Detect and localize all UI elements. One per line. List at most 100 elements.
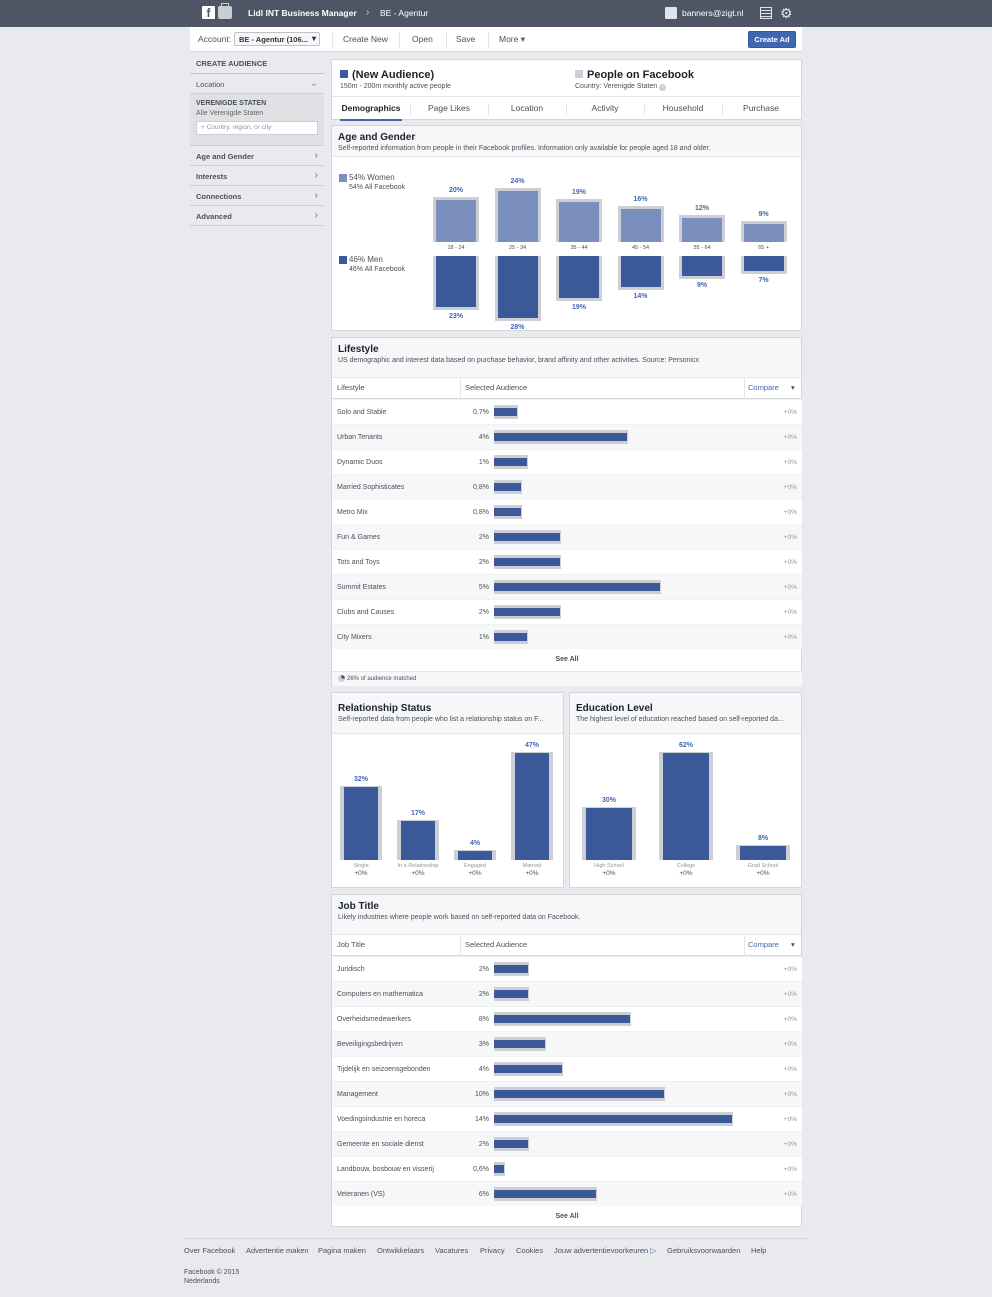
chevron-right-icon: ›: [314, 210, 318, 221]
save-button[interactable]: Save: [456, 34, 476, 44]
row-bar: [494, 1165, 505, 1173]
lifestyle-card: Lifestyle US demographic and interest da…: [331, 337, 802, 686]
divider: [488, 103, 489, 115]
table-row[interactable]: Veteranen (VS) 6% +0%: [332, 1181, 802, 1206]
table-row[interactable]: Gemeente en sociale dienst 2% +0%: [332, 1131, 802, 1156]
table-row[interactable]: Voedingsindustrie en horeca 14% +0%: [332, 1106, 802, 1131]
men-bar-label: 23%: [448, 312, 463, 320]
compare-dropdown[interactable]: Compare ▾: [748, 378, 795, 398]
chevron-right-icon: ›: [314, 170, 318, 181]
briefcase-icon[interactable]: [218, 3, 232, 19]
row-compare-value: +0%: [783, 966, 797, 973]
footer-link-careers[interactable]: Vacatures: [435, 1246, 469, 1255]
open-button[interactable]: Open: [412, 34, 433, 44]
table-row[interactable]: Summit Estates 5% +0%: [332, 574, 802, 599]
account-label: Account:: [198, 34, 232, 44]
row-compare-value: +0%: [783, 459, 797, 466]
divider: [399, 31, 400, 48]
table-row[interactable]: Fun & Games 2% +0%: [332, 524, 802, 549]
more-button[interactable]: More ▾: [499, 34, 525, 44]
table-row[interactable]: Metro Mix 0,8% +0%: [332, 499, 802, 524]
compare-dropdown[interactable]: Compare ▾: [748, 935, 795, 955]
education-chart: 30% High School +0% 62% College +0% 8% Grad Sch…: [570, 693, 802, 888]
app-title[interactable]: Lidl INT Business Manager: [248, 8, 357, 18]
footer-link-terms[interactable]: Gebruiksvoorwaarden: [667, 1246, 741, 1255]
sidebar-item-interests[interactable]: Interests ›: [190, 166, 324, 186]
tab-purchase[interactable]: Purchase: [743, 103, 779, 113]
footer-link-about[interactable]: Over Facebook: [184, 1246, 236, 1255]
men-label: 46% Men: [349, 255, 383, 264]
table-row[interactable]: Tots and Toys 2% +0%: [332, 549, 802, 574]
tab-household[interactable]: Household: [662, 103, 704, 113]
column-header-job-title: Job Title: [337, 940, 365, 949]
table-row[interactable]: Landbouw, bosbouw en visserij 0,6% +0%: [332, 1156, 802, 1181]
see-all-link[interactable]: See All: [555, 656, 579, 663]
relationship-card: Relationship Status Self-reported data f…: [331, 692, 564, 888]
bar-value-label: 62%: [678, 741, 693, 749]
account-name[interactable]: BE - Agentur: [380, 8, 429, 18]
table-row[interactable]: Overheidsmedewerkers 8% +0%: [332, 1006, 802, 1031]
gear-icon[interactable]: ⚙: [780, 5, 793, 21]
women-bar-label: 16%: [633, 195, 648, 203]
table-row[interactable]: Tijdelijk en seizoensgebonden 4% +0%: [332, 1056, 802, 1081]
see-all-link[interactable]: See All: [555, 1213, 579, 1220]
footer-link-ad-choices[interactable]: Jouw advertentievoorkeuren ▷: [554, 1246, 656, 1255]
account-select[interactable]: BE - Agentur (106...: [234, 32, 320, 46]
sidebar-item-location[interactable]: Location ⌄: [190, 74, 324, 94]
footer-link-cookies[interactable]: Cookies: [516, 1246, 544, 1255]
chevron-down-icon: ▾: [790, 383, 795, 392]
user-email[interactable]: banners@zigt.nl: [682, 8, 744, 18]
row-name: Juridisch: [337, 966, 365, 973]
table-row[interactable]: Juridisch 2% +0%: [332, 956, 802, 981]
avatar[interactable]: [665, 7, 677, 19]
sidebar-item-age-gender[interactable]: Age and Gender ›: [190, 146, 324, 166]
men-bar: [743, 256, 784, 272]
men-bar: [682, 256, 722, 276]
table-row[interactable]: Dynamic Duos 1% +0%: [332, 449, 802, 474]
country-scope[interactable]: Alle Verenigde Staten: [196, 110, 264, 117]
language-link[interactable]: Nederlands: [184, 1278, 220, 1285]
audience-header: (New Audience) 150m - 200m monthly activ…: [331, 59, 802, 121]
location-input[interactable]: + Country, region, or city: [196, 121, 318, 135]
bar: [401, 821, 435, 860]
row-bar: [494, 558, 561, 566]
tab-activity[interactable]: Activity: [591, 103, 619, 113]
table-row[interactable]: Beveiligingsbedrijven 3% +0%: [332, 1031, 802, 1056]
row-name: Veteranen (VS): [337, 1191, 385, 1198]
tab-demographics[interactable]: Demographics: [340, 97, 402, 121]
compare-value: +0%: [354, 870, 368, 877]
compare-value: +0%: [679, 870, 693, 877]
sidebar-item-advanced[interactable]: Advanced ›: [190, 206, 324, 226]
facebook-logo-icon[interactable]: f: [202, 6, 215, 20]
category-label: In a Relationship: [397, 863, 439, 869]
footer-link-create-page[interactable]: Pagina maken: [318, 1246, 366, 1255]
men-bar-label: 14%: [633, 292, 648, 300]
row-compare-value: +0%: [783, 509, 797, 516]
create-new-button[interactable]: Create New: [343, 34, 388, 44]
tab-location[interactable]: Location: [510, 103, 544, 113]
row-name: Beveiligingsbedrijven: [337, 1041, 403, 1048]
table-row[interactable]: Solo and Stable 0,7% +0%: [332, 399, 802, 424]
table-row[interactable]: Married Sophisticates 0,8% +0%: [332, 474, 802, 499]
table-row[interactable]: City Mixers 1% +0%: [332, 624, 802, 649]
footer-link-create-ad[interactable]: Advertentie maken: [246, 1246, 309, 1255]
table-row[interactable]: Management 10% +0%: [332, 1081, 802, 1106]
create-ad-button[interactable]: Create Ad: [748, 31, 796, 48]
table-row[interactable]: Clubs and Causes 2% +0%: [332, 599, 802, 624]
sidebar-item-connections[interactable]: Connections ›: [190, 186, 324, 206]
divider: [488, 31, 489, 48]
table-row[interactable]: Computers en mathematica 2% +0%: [332, 981, 802, 1006]
row-name: Urban Tenants: [337, 434, 383, 441]
footer-link-privacy[interactable]: Privacy: [480, 1246, 505, 1255]
row-compare-value: +0%: [783, 634, 797, 641]
row-percent: 4%: [478, 1066, 489, 1073]
info-icon[interactable]: i: [659, 84, 667, 91]
tab-page-likes[interactable]: Page Likes: [427, 103, 471, 113]
footer-link-developers[interactable]: Ontwikkelaars: [377, 1246, 425, 1255]
list-icon[interactable]: [760, 7, 772, 19]
footer-link-help[interactable]: Help: [751, 1246, 767, 1255]
row-compare-value: +0%: [783, 1041, 797, 1048]
row-compare-value: +0%: [783, 434, 797, 441]
row-bar: [494, 433, 627, 441]
table-row[interactable]: Urban Tenants 4% +0%: [332, 424, 802, 449]
